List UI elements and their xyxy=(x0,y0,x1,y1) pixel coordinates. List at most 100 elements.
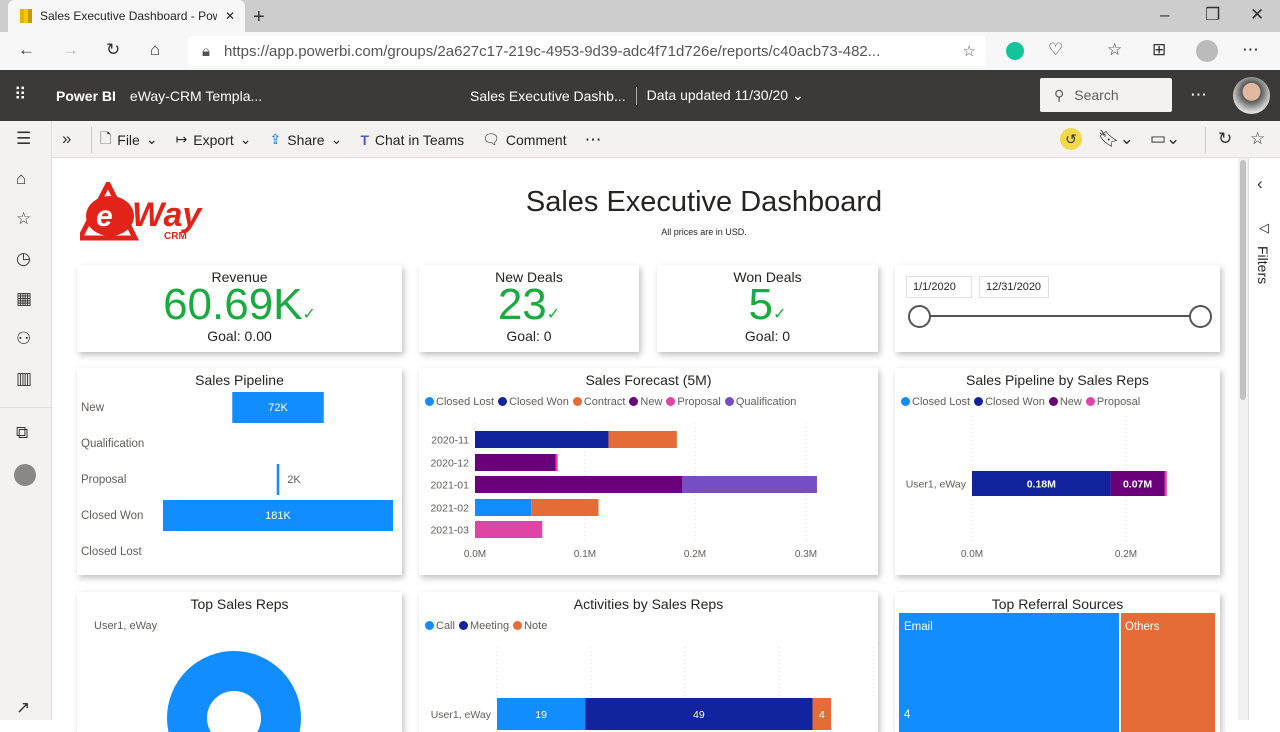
legend-item[interactable]: Closed Lost xyxy=(901,396,970,408)
legend-item[interactable]: New xyxy=(1048,396,1082,408)
workspace-link[interactable]: eWay-CRM Templa... xyxy=(129,87,263,104)
slider-start-handle[interactable] xyxy=(908,305,931,328)
chevron-down-icon: ⌄ xyxy=(145,131,158,147)
kpi-value: 23✓ xyxy=(419,283,639,327)
legend-item[interactable]: Proposal xyxy=(666,396,721,408)
favorite-report-icon[interactable]: ☆ xyxy=(1250,129,1266,148)
legend: Closed Lost Closed Won New Proposal xyxy=(901,396,1140,408)
funnel-data-label: 72K xyxy=(268,402,288,414)
pipeline-by-reps-chart[interactable]: Sales Pipeline by Sales Reps Closed Lost… xyxy=(895,368,1220,575)
close-tab-icon[interactable]: ✕ xyxy=(224,9,235,23)
comment-button[interactable]: 🗨︎ Comment xyxy=(482,131,566,148)
bar-segment xyxy=(1164,471,1167,496)
file-menu[interactable]: 🗋︎ File ⌄ xyxy=(100,128,158,152)
legend-item[interactable]: Contract xyxy=(572,396,625,408)
bar-segment xyxy=(475,431,609,448)
lock-icon: 🔒︎ xyxy=(202,42,210,60)
url-input[interactable]: 🔒︎ https://app.powerbi.com/groups/2a627c… xyxy=(188,36,986,66)
search-box[interactable]: ⚲ Search xyxy=(1040,78,1172,112)
minimize-icon[interactable]: – xyxy=(1160,5,1170,24)
pocket-icon[interactable]: ♡ xyxy=(1048,40,1064,59)
refresh-icon[interactable]: ↻ xyxy=(106,40,121,59)
reset-icon[interactable]: ↺ xyxy=(1060,128,1082,150)
share-menu[interactable]: ⇪ Share ⌄ xyxy=(270,131,343,148)
nav-apps-icon[interactable]: ▦ xyxy=(16,289,33,308)
top-sales-reps-chart[interactable]: Top Sales Reps User1, eWay xyxy=(77,592,402,732)
treemap-tile xyxy=(899,613,1119,732)
chart-title: Top Sales Reps xyxy=(190,596,289,612)
nav-workspaces-icon[interactable]: ⧉ xyxy=(16,423,29,442)
legend-item[interactable]: Note xyxy=(513,620,547,632)
legend-item[interactable]: Closed Lost xyxy=(425,396,494,408)
revenue-card[interactable]: Revenue 60.69K✓ Goal: 0.00 xyxy=(77,265,402,352)
legend-item[interactable]: Closed Won xyxy=(974,396,1045,408)
reps-svg: 0.0M 0.2M User1, eWay 0.18M 0.07M xyxy=(906,416,1167,560)
nav-home-icon[interactable]: ⌂ xyxy=(16,169,27,188)
slider-end-handle[interactable] xyxy=(1189,305,1212,328)
check-icon: ✓ xyxy=(546,306,561,323)
nav-workspace-avatar-icon[interactable] xyxy=(14,464,36,486)
legend-item[interactable]: New xyxy=(629,396,662,408)
filters-label: Filters xyxy=(1255,246,1271,285)
report-title: Sales Executive Dashboard xyxy=(525,186,883,218)
hamburger-menu-icon[interactable]: ☰ xyxy=(16,129,32,148)
browser-tab[interactable]: Sales Executive Dashboard - Pow ✕ xyxy=(8,0,245,32)
referral-sources-chart[interactable]: Top Referral Sources Email Others 4 xyxy=(895,592,1220,732)
won-deals-card[interactable]: Won Deals 5✓ Goal: 0 xyxy=(657,265,878,352)
app-name[interactable]: Power BI xyxy=(56,87,116,104)
more-options-icon[interactable]: ⋯ xyxy=(1190,85,1207,104)
collapse-filters-icon[interactable]: ‹ xyxy=(1257,174,1263,193)
favorites-icon[interactable]: ☆ xyxy=(1107,40,1123,59)
new-deals-card[interactable]: New Deals 23✓ Goal: 0 xyxy=(419,265,639,352)
share-icon: ⇪ xyxy=(269,131,282,147)
nav-recent-icon[interactable]: ◷ xyxy=(16,249,31,268)
nav-shared-icon[interactable]: ⚇ xyxy=(16,329,32,348)
view-icon[interactable]: ▭⌄ xyxy=(1150,129,1181,148)
app-launcher-icon[interactable]: ⠿ xyxy=(14,85,27,104)
user-avatar[interactable] xyxy=(1233,77,1270,114)
chevron-down-icon: ⌄ xyxy=(330,131,343,147)
kpi-value-text: 5 xyxy=(748,280,774,329)
favorite-star-icon[interactable]: ☆ xyxy=(962,43,976,60)
more-icon[interactable]: ⋯ xyxy=(584,129,602,149)
end-date-input[interactable]: 12/31/2020 xyxy=(979,276,1049,298)
pie-svg xyxy=(167,651,301,732)
filters-pane[interactable]: ‹ ◁ Filters xyxy=(1248,158,1280,720)
legend-item[interactable]: Meeting xyxy=(458,620,509,632)
chat-in-teams-button[interactable]: T Chat in Teams xyxy=(360,132,464,148)
browser-menu-icon[interactable]: ⋯ xyxy=(1242,40,1259,59)
home-icon[interactable]: ⌂ xyxy=(150,40,161,59)
collections-icon[interactable]: ⊞ xyxy=(1152,40,1167,59)
tab-title: Sales Executive Dashboard - Pow xyxy=(40,9,217,23)
scrollbar[interactable] xyxy=(1238,158,1248,720)
back-icon[interactable]: ← xyxy=(18,40,35,59)
legend-label: Call xyxy=(436,620,455,632)
expand-pane-icon[interactable]: » xyxy=(62,129,72,148)
date-slicer[interactable]: 1/1/2020 12/31/2020 xyxy=(895,265,1220,352)
legend-item[interactable]: Proposal xyxy=(1085,396,1140,408)
legend-label: Qualification xyxy=(735,396,797,408)
restore-icon[interactable]: ❐ xyxy=(1205,5,1221,24)
sales-forecast-chart[interactable]: Sales Forecast (5M) Closed Lost Closed Wo… xyxy=(419,368,878,575)
forward-icon[interactable]: → xyxy=(62,40,79,59)
start-date-input[interactable]: 1/1/2020 xyxy=(906,276,972,298)
scrollbar-thumb[interactable] xyxy=(1240,160,1246,400)
legend-item[interactable]: Call xyxy=(425,620,455,632)
legend-dot-icon xyxy=(425,397,434,406)
bookmark-icon[interactable]: 🔖︎⌄ xyxy=(1098,129,1134,148)
new-tab-icon[interactable]: + xyxy=(253,6,265,28)
export-menu[interactable]: ↦ Export ⌄ xyxy=(176,131,252,148)
nav-favorites-icon[interactable]: ☆ xyxy=(16,209,32,228)
close-window-icon[interactable]: ✕ xyxy=(1250,5,1265,24)
grammarly-icon[interactable] xyxy=(1006,42,1024,60)
legend-item[interactable]: Closed Won xyxy=(498,396,569,408)
sales-pipeline-chart[interactable]: Sales Pipeline New 72K Qualification Propos… xyxy=(77,368,402,575)
legend-item[interactable]: User1, eWay xyxy=(83,620,157,632)
profile-icon[interactable] xyxy=(1196,40,1218,62)
refresh-visuals-icon[interactable]: ↻ xyxy=(1218,129,1233,148)
legend-item[interactable]: Qualification xyxy=(724,396,797,408)
activities-chart[interactable]: Activities by Sales Reps Call Meeting Note… xyxy=(419,592,878,732)
nav-learn-icon[interactable]: ▥ xyxy=(16,369,33,388)
data-updated-dropdown[interactable]: Data updated 11/30/20 ⌄ xyxy=(647,87,804,104)
expand-arrow-icon[interactable]: ↗ xyxy=(16,698,31,717)
